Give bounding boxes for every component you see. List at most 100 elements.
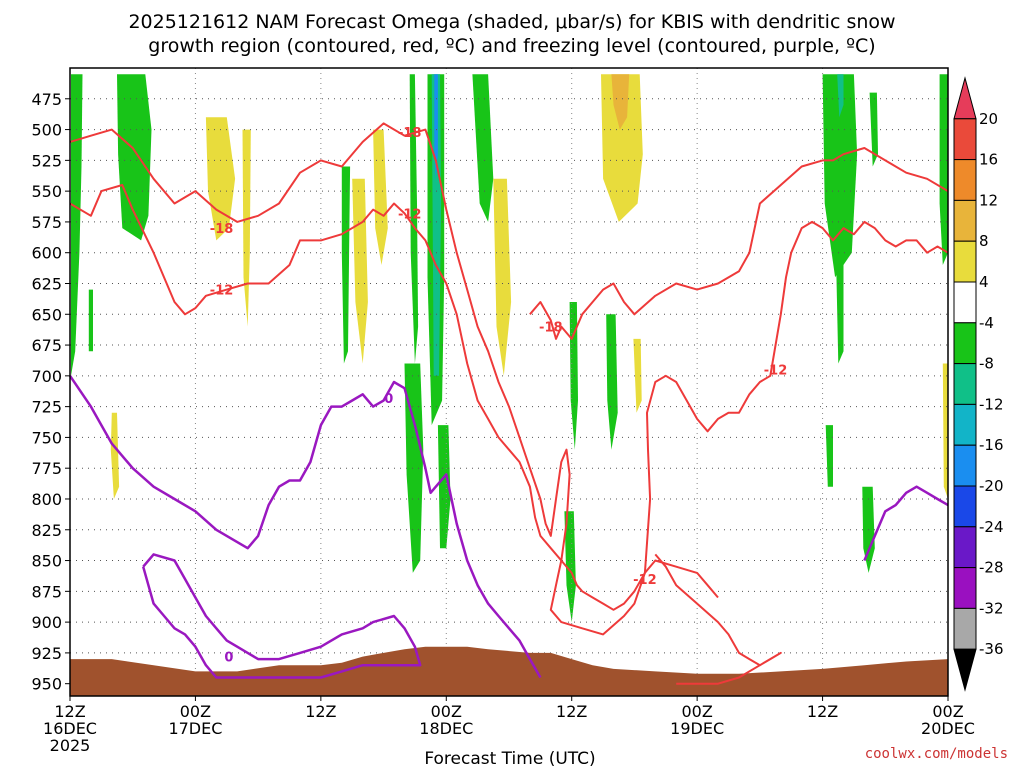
colorbar-segment	[953, 485, 977, 528]
omega-yellow-6	[493, 178, 512, 376]
ground-surface	[70, 646, 948, 696]
y-tick-label: 575	[31, 213, 62, 232]
omega-green-16	[869, 92, 878, 167]
omega-yellow-5	[373, 129, 388, 265]
y-tick-label: 700	[31, 367, 62, 386]
red-contour-label: -12	[633, 573, 657, 588]
colorbar-segment	[953, 526, 977, 569]
colorbar-label: -24	[979, 518, 1004, 536]
chart-title-line-2: growth region (contoured, red, ºC) and f…	[148, 35, 875, 57]
colorbar-segment	[953, 363, 977, 405]
x-tick-label: 12Z	[556, 702, 587, 721]
y-tick-label: 825	[31, 521, 62, 540]
plot-area: -18 -12 -18 -12 -18 -12 -12 0 0	[68, 67, 949, 697]
x-axis-title: Forecast Time (UTC)	[424, 749, 595, 768]
plot-frame	[69, 67, 949, 697]
colorbar-segment	[953, 322, 977, 365]
purple-contour-loop	[141, 553, 422, 679]
colorbar-segment	[953, 159, 977, 201]
x-tick-date: 19DEC	[670, 719, 724, 738]
colorbar-label: -36	[979, 640, 1004, 658]
colorbar-segment	[953, 607, 977, 650]
red-contour-label: -12	[210, 284, 234, 299]
colorbar-label: 12	[979, 191, 998, 209]
colorbar-label: 4	[979, 273, 989, 291]
x-tick-label: 00Z	[932, 702, 963, 721]
colorbar-bottom-arrow	[953, 648, 977, 692]
y-tick-label: 850	[31, 552, 62, 571]
x-tick-label: 00Z	[431, 702, 462, 721]
y-tick-label: 500	[31, 121, 62, 140]
y-tick-label: 600	[31, 244, 62, 263]
purple-contour-label: 0	[224, 651, 233, 666]
colorbar-top-arrow	[953, 76, 977, 120]
y-tick-label: 800	[31, 490, 62, 509]
colorbar-label: -28	[979, 559, 1004, 577]
omega-green-15	[825, 425, 833, 487]
omega-green-4	[341, 166, 351, 364]
omega-green-11	[564, 511, 576, 623]
omega-green-5	[409, 74, 419, 364]
omega-yellow-2	[242, 129, 251, 327]
credit-text: coolwx.com/models	[865, 746, 1008, 762]
colorbar-segment	[953, 403, 977, 446]
x-tick-label: 00Z	[681, 702, 712, 721]
y-tick-label: 675	[31, 336, 62, 355]
colorbar-label: -8	[979, 355, 994, 373]
y-tick-label: 750	[31, 428, 62, 447]
x-tick-date: 20DEC	[921, 719, 975, 738]
omega-yellow-7	[601, 74, 643, 222]
y-tick-label: 650	[31, 305, 62, 324]
red-contour-label: -12	[764, 364, 788, 379]
red-contour-upper	[69, 122, 646, 636]
red-contour-label: -18	[210, 222, 234, 237]
colorbar-label: 8	[979, 232, 989, 250]
x-tick-date: 16DEC	[43, 719, 97, 738]
colorbar-segment	[953, 118, 977, 161]
colorbar-segment	[953, 281, 977, 324]
omega-green-3	[88, 289, 93, 352]
omega-yellow-8	[633, 338, 642, 413]
omega-teal-2	[837, 74, 844, 118]
x-tick-date: 17DEC	[168, 719, 222, 738]
y-tick-label: 875	[31, 582, 62, 601]
freezing-level-contours	[68, 375, 949, 679]
y-tick-label: 550	[31, 182, 62, 201]
x-tick-date: 18DEC	[419, 719, 473, 738]
y-tick-label: 900	[31, 613, 62, 632]
purple-contour-main	[68, 375, 542, 679]
omega-green-12	[606, 314, 618, 450]
omega-orange-1	[611, 74, 630, 130]
red-contour-label: -18	[539, 321, 563, 336]
y-tick-label: 950	[31, 675, 62, 694]
y-tick-label: 925	[31, 644, 62, 663]
y-tick-label: 625	[31, 274, 62, 293]
colorbar-label: -32	[979, 599, 1004, 617]
purple-contour-label: 0	[384, 392, 393, 407]
y-tick-label: 725	[31, 398, 62, 417]
colorbar-segment	[953, 567, 977, 609]
colorbar-segment	[953, 199, 977, 242]
omega-yellow-3	[110, 412, 120, 499]
contour-labels: -18 -12 -18 -12 -18 -12 -12 0 0	[210, 126, 787, 666]
terrain-layer	[70, 646, 948, 696]
y-tick-label: 525	[31, 151, 62, 170]
dendritic-growth-contours	[69, 122, 949, 685]
omega-green-18	[939, 74, 948, 265]
x-tick-label: 12Z	[807, 702, 838, 721]
omega-green-14	[836, 265, 844, 364]
omega-shading-layer	[71, 74, 948, 623]
y-tick-label: 775	[31, 459, 62, 478]
omega-green-2	[117, 74, 152, 241]
red-contour-lower	[69, 184, 719, 611]
x-tick-label: 12Z	[305, 702, 336, 721]
omega-yellow-9	[942, 363, 948, 499]
x-tick-label: 12Z	[54, 702, 85, 721]
red-contour-mid	[529, 147, 949, 340]
omega-yellow-1	[205, 117, 236, 241]
omega-green-9	[472, 74, 494, 222]
red-contour-label: -18	[398, 126, 422, 141]
omega-blue	[434, 74, 438, 179]
colorbar-segment	[953, 444, 977, 487]
